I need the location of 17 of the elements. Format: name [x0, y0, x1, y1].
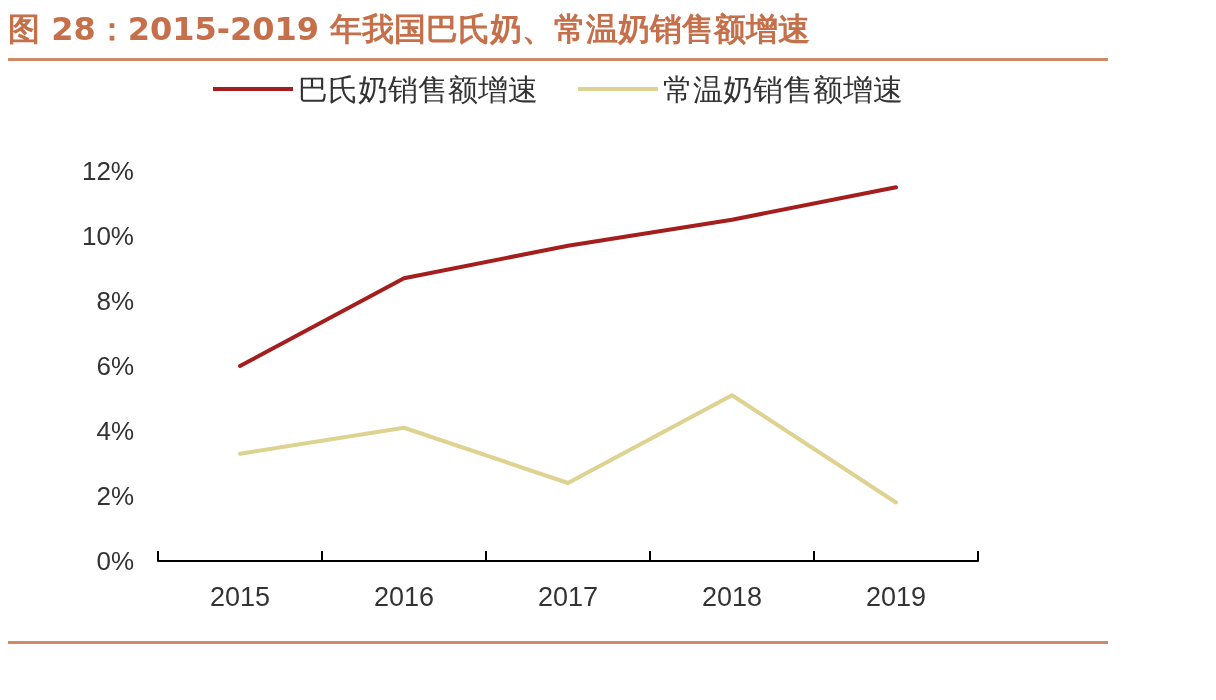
- x-tick-label: 2017: [537, 581, 599, 612]
- line-series: [238, 393, 898, 505]
- y-tick-label: 4%: [96, 416, 134, 446]
- x-tick-label: 2018: [701, 581, 763, 612]
- y-tick-label: 0%: [96, 546, 134, 576]
- x-tick-label: 2015: [209, 581, 271, 612]
- line-series: [238, 185, 898, 368]
- y-tick-label: 2%: [96, 481, 134, 511]
- chart-title: 图 28：2015-2019 年我国巴氏奶、常温奶销售额增速: [8, 8, 1108, 61]
- y-tick-label: 10%: [81, 221, 134, 251]
- y-tick-label: 6%: [96, 351, 134, 381]
- y-tick-label: 8%: [96, 286, 134, 316]
- legend-label: 巴氏奶销售额增速: [298, 71, 538, 107]
- y-tick-label: 12%: [81, 156, 134, 186]
- legend-label: 常温奶销售额增速: [663, 71, 903, 107]
- x-tick-label: 2016: [373, 581, 435, 612]
- x-tick-label: 2019: [865, 581, 927, 612]
